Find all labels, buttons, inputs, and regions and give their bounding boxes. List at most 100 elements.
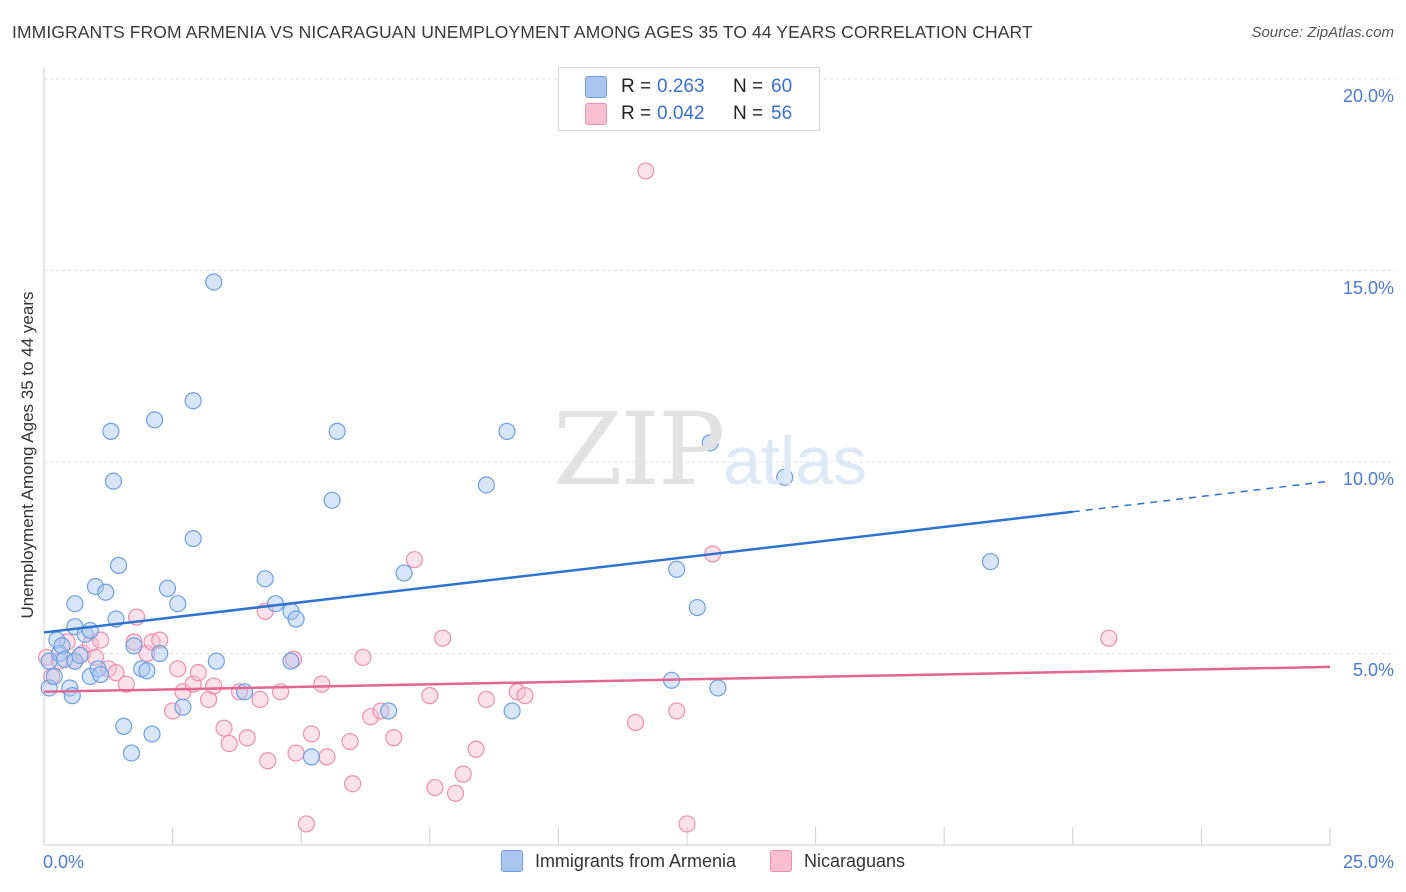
watermark-atlas: atlas [723,423,867,499]
scatter-point-nicaraguans [426,778,444,797]
y-tick-label: 20.0% [1342,86,1394,106]
trendline-nicaraguans [43,665,1331,694]
scatter-point-armenia [109,556,128,575]
scatter-point-armenia [125,637,143,655]
scatter-point-nicaraguans [318,748,336,766]
scatter-point-armenia [282,652,300,670]
chart-title: IMMIGRANTS FROM ARMENIA VS NICARAGUAN UN… [12,22,1033,42]
watermark-zip: ZIP [553,391,725,508]
scatter-point-nicaraguans [215,719,233,737]
scatter-point-nicaraguans [668,702,686,720]
scatter-point-armenia [184,529,202,548]
scatter-point-nicaraguans [454,765,472,783]
y-tick-label: 5.0% [1352,660,1394,680]
scatter-point-nicaraguans [637,162,655,180]
scatter-point-nicaraguans [238,729,256,747]
y-tick-label: 15.0% [1342,278,1394,298]
scatter-point-armenia [328,422,346,440]
scatter-point-nicaraguans [313,675,331,693]
scatter-point-nicaraguans [284,650,303,668]
scatter-point-nicaraguans [287,744,305,762]
scatter-point-nicaraguans [259,752,277,770]
scatter-point-nicaraguans [344,775,362,793]
scatter-point-armenia [97,583,115,601]
scatter-point-nicaraguans [446,784,465,802]
scatter-point-armenia [477,476,495,494]
scatter-point-nicaraguans [125,633,143,651]
scatter-point-nicaraguans [220,734,238,753]
legend-n-value: 60 [771,76,793,97]
scatter-point-nicaraguans [297,815,315,833]
series-label-nicaraguans: Nicaraguans [804,850,906,871]
legend-n-value: 56 [771,103,793,124]
scatter-point-nicaraguans [434,629,452,647]
scatter-point-armenia [323,491,341,509]
scatter-point-armenia [688,598,706,617]
scatter-point-armenia [169,595,187,613]
scatter-point-nicaraguans [169,660,187,678]
scatter-point-nicaraguans [516,687,534,705]
scatter-point-nicaraguans [341,732,359,751]
scatter-point-nicaraguans [626,713,645,732]
legend-r-label: R = [621,76,652,97]
legend-swatch-armenia [585,76,607,98]
scatter-point-armenia [104,472,123,490]
y-tick-label: 10.0% [1342,469,1394,489]
scatter-point-armenia [66,595,84,613]
scatter-point-nicaraguans [678,815,696,833]
series-swatch-nicaraguans [770,850,792,872]
scatter-point-armenia [45,667,63,686]
legend-r-value: 0.042 [657,103,705,124]
legend-r-value: 0.263 [657,76,705,97]
scatter-point-armenia [701,434,719,452]
series-label-armenia: Immigrants from Armenia [534,850,736,871]
y-axis-label: Unemployment Among Ages 35 to 44 years [18,291,37,619]
scatter-point-armenia [138,662,156,680]
x-tick-label-max: 25.0% [1342,852,1394,872]
scatter-point-nicaraguans [151,631,169,649]
scatter-point-nicaraguans [117,675,135,693]
legend-r-label: R = [621,103,652,124]
scatter-point-armenia [145,411,164,429]
scatter-point-armenia [395,564,413,582]
scatter-point-nicaraguans [1100,629,1118,647]
chart-source: Source: ZipAtlas.com [1251,24,1394,41]
series-legend: Immigrants from Armenia Nicaraguans [0,850,1406,872]
scatter-point-armenia [81,621,99,640]
scatter-point-armenia [503,702,521,720]
scatter-point-nicaraguans [362,708,380,726]
trendline-armenia [43,510,1073,634]
scatter-point-nicaraguans [385,729,403,747]
zipatlas-watermark: ZIPatlas [553,400,867,500]
scatter-point-armenia [102,422,120,440]
scatter-point-nicaraguans [189,664,207,682]
trendline-armenia-projection [1072,480,1331,513]
scatter-point-armenia [302,748,321,766]
legend-swatch-nicaraguans [585,103,607,125]
scatter-point-nicaraguans [477,690,495,709]
series-legend-armenia: Immigrants from Armenia [500,850,736,872]
scatter-point-armenia [115,717,133,735]
series-swatch-armenia [500,850,523,872]
scatter-point-nicaraguans [251,690,269,709]
scatter-point-armenia [380,702,398,720]
scatter-point-armenia [143,725,161,743]
series-legend-nicaraguans: Nicaraguans [770,850,905,872]
scatter-point-armenia [207,652,225,670]
scatter-point-armenia [668,560,686,578]
scatter-point-armenia [122,744,141,762]
scatter-point-armenia [256,570,274,588]
scatter-point-armenia [184,392,202,410]
x-tick-label-min: 0.0% [43,852,85,872]
scatter-point-armenia [709,679,727,697]
scatter-point-nicaraguans [405,551,423,569]
scatter-point-armenia [776,468,794,486]
scatter-point-armenia [151,644,169,663]
scatter-point-armenia [174,698,192,716]
scatter-point-armenia [205,273,223,291]
scatter-point-armenia [53,637,71,655]
scatter-point-armenia [86,577,105,596]
scatter-point-armenia [981,552,1000,571]
legend-row-armenia: R = 0.263 N = 60 [585,75,792,99]
